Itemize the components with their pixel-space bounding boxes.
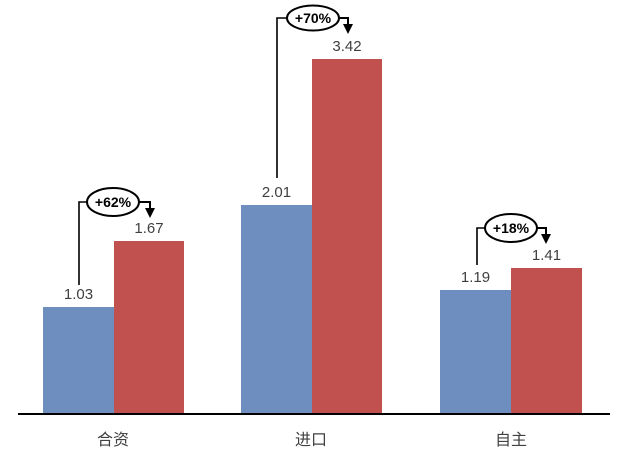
value-label-red-group-1: 1.67: [134, 220, 164, 237]
value-label-red-group-3: 1.41: [531, 247, 562, 264]
bar-blue-group-3: [440, 290, 511, 414]
category-label-1: 合资: [96, 432, 129, 449]
value-label-blue-group-3: 1.19: [460, 269, 491, 286]
annotation-pct-group-1: +62%: [94, 194, 132, 210]
category-label-3: 自主: [494, 432, 527, 449]
value-label-blue-group-2: 2.01: [261, 184, 292, 201]
bar-red-group-2: [312, 59, 382, 414]
bar-blue-group-2: [241, 205, 312, 414]
value-label-blue-group-1: 1.03: [63, 286, 94, 303]
category-label-2: 进口: [294, 432, 327, 449]
annotation-pct-group-2: +70%: [294, 10, 332, 26]
bar-red-group-3: [511, 268, 582, 414]
annotation-pct-group-3: +18%: [492, 220, 530, 236]
value-label-red-group-2: 3.42: [332, 38, 362, 55]
bar-red-group-1: [114, 241, 184, 414]
bar-blue-group-1: [43, 307, 114, 414]
x-axis-line: [18, 413, 610, 415]
